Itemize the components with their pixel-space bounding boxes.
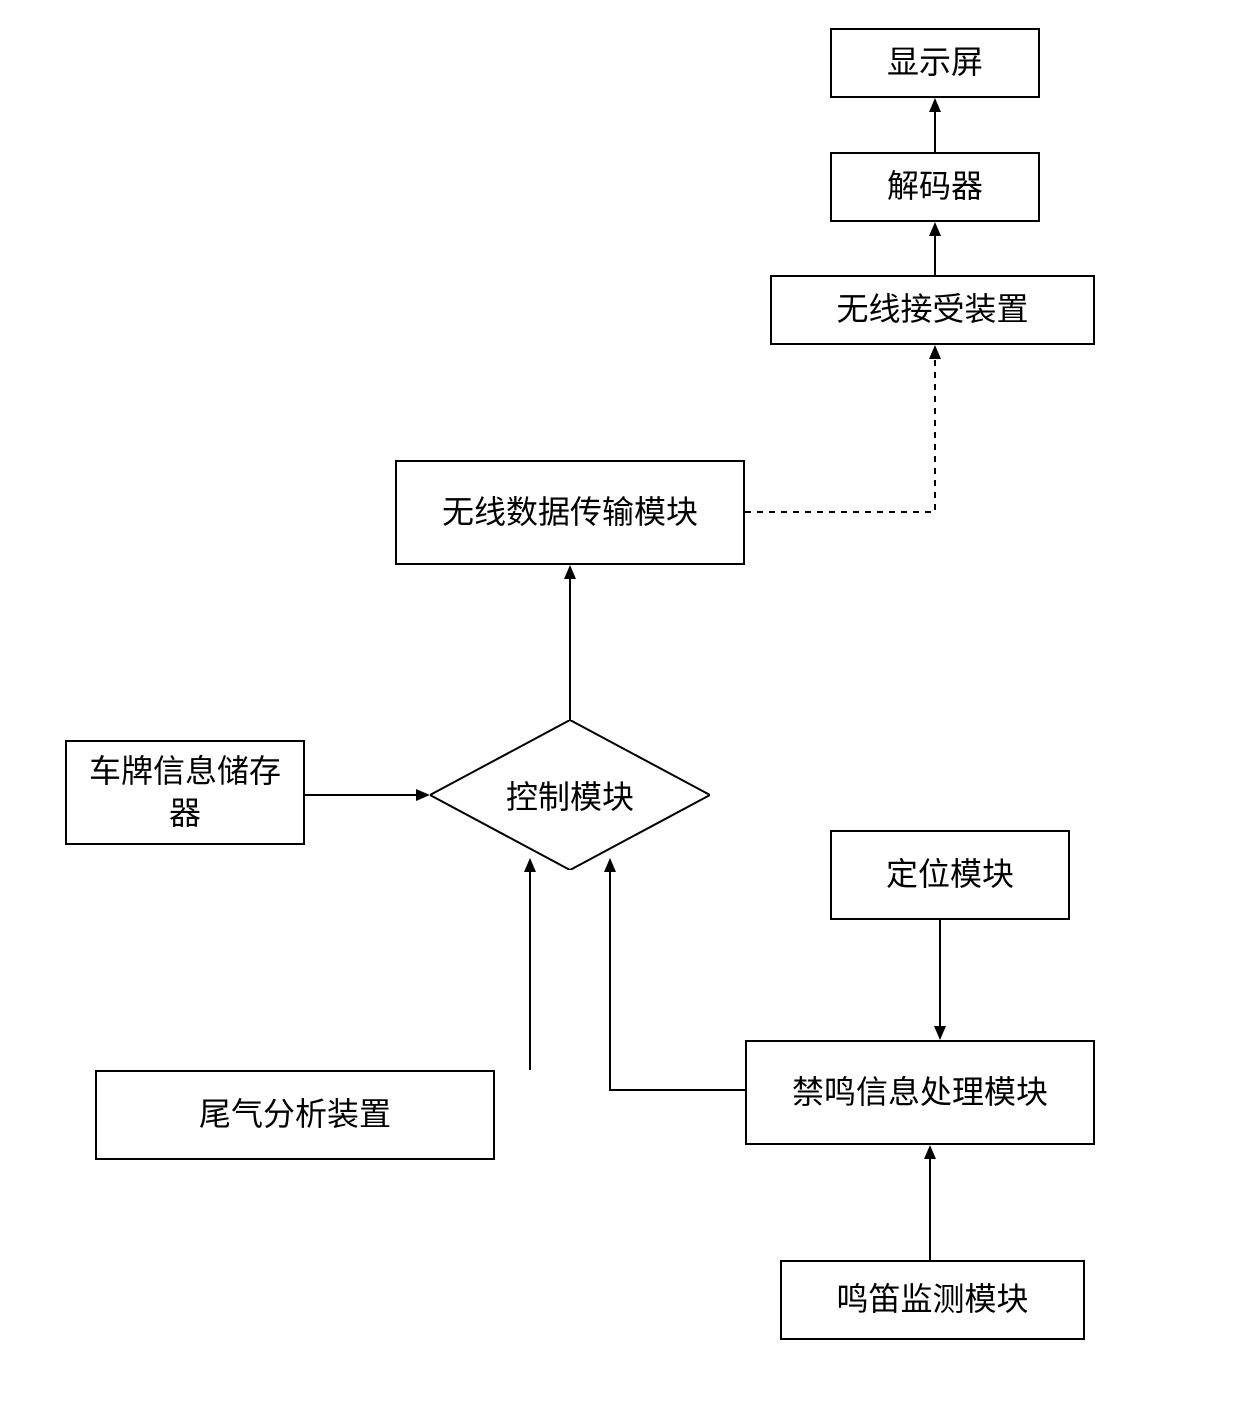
node-storage: 车牌信息储存器 [65, 740, 305, 845]
node-control-label: 控制模块 [430, 720, 710, 870]
node-wireless-label: 无线数据传输模块 [442, 492, 698, 534]
node-horn: 鸣笛监测模块 [780, 1260, 1085, 1340]
node-receiver-label: 无线接受装置 [836, 289, 1028, 331]
node-decoder: 解码器 [830, 152, 1040, 222]
node-control: 控制模块 [430, 720, 710, 870]
node-display-label: 显示屏 [887, 42, 983, 84]
edge-wireless-receiver [745, 347, 935, 512]
node-mute: 禁鸣信息处理模块 [745, 1040, 1095, 1145]
node-horn-label: 鸣笛监测模块 [836, 1279, 1028, 1321]
flowchart-canvas: 显示屏 解码器 无线接受装置 无线数据传输模块 车牌信息储存器 控制模块 定位模… [0, 0, 1240, 1403]
node-receiver: 无线接受装置 [770, 275, 1095, 345]
node-exhaust-label: 尾气分析装置 [199, 1094, 391, 1136]
node-mute-label: 禁鸣信息处理模块 [792, 1072, 1048, 1114]
node-decoder-label: 解码器 [887, 166, 983, 208]
flowchart-arrows [0, 0, 1240, 1403]
node-display: 显示屏 [830, 28, 1040, 98]
node-storage-label: 车牌信息储存器 [75, 751, 295, 834]
edge-mute-control [610, 860, 745, 1090]
node-exhaust: 尾气分析装置 [95, 1070, 495, 1160]
node-position: 定位模块 [830, 830, 1070, 920]
node-position-label: 定位模块 [886, 854, 1014, 896]
node-wireless: 无线数据传输模块 [395, 460, 745, 565]
